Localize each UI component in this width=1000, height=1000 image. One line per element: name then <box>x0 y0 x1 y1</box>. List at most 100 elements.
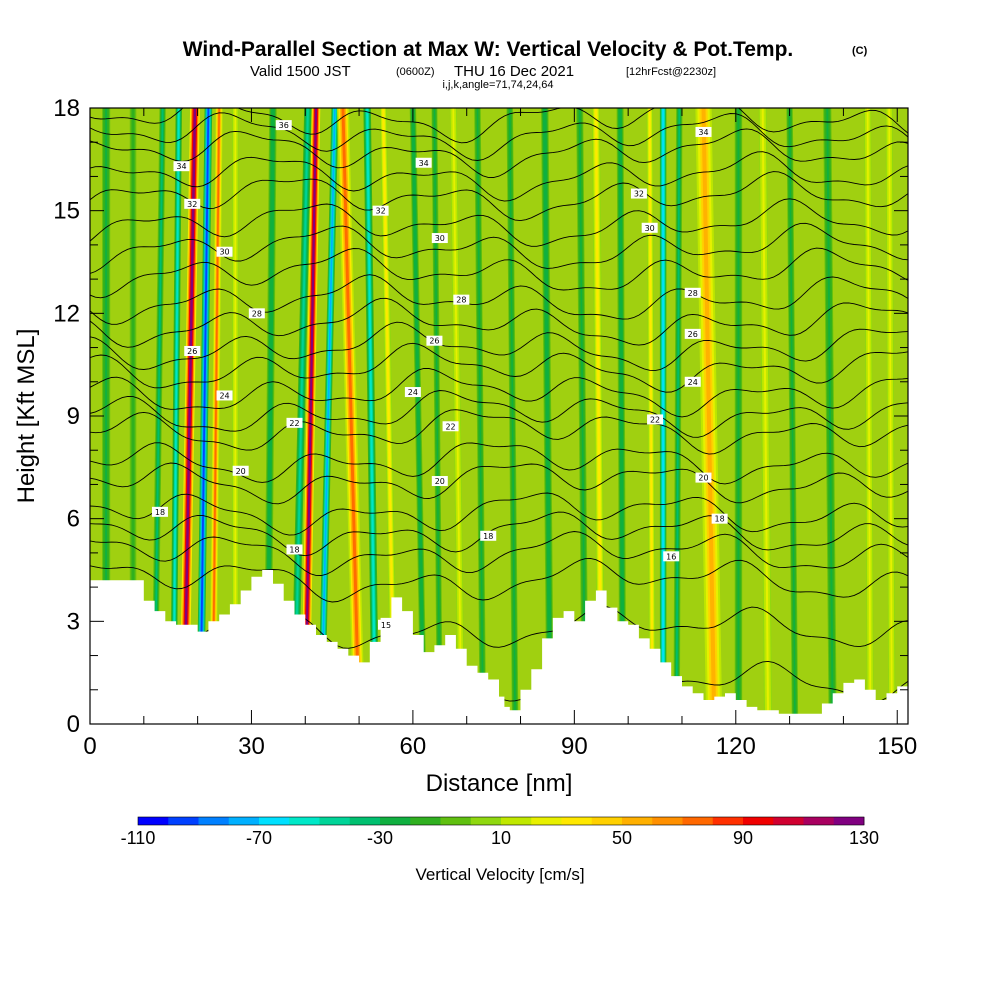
contour-label: 18 <box>715 515 725 524</box>
colorbar-swatch <box>743 817 774 825</box>
contour-label: 20 <box>236 467 246 476</box>
isentrope-line <box>90 442 908 485</box>
velocity-band <box>826 108 834 724</box>
contour-label-box <box>641 222 658 233</box>
colorbar-swatch <box>349 817 381 825</box>
forecast-info: [12hrFcst@2230z] <box>626 66 716 78</box>
contour-label: 24 <box>688 378 698 387</box>
contour-label-box <box>173 161 190 172</box>
contour-label-box <box>684 376 701 387</box>
contour-label-box <box>151 506 168 517</box>
plot-area: 36 34 34 34 32 32 32 30 30 30 28 28 28 26 26 26 24 24 24 22… <box>90 108 908 724</box>
contour-label-box <box>442 421 459 432</box>
velocity-band <box>341 108 361 724</box>
contour-label-box <box>480 530 497 541</box>
grid-indices: i,j,k,angle=71,74,24,64 <box>442 79 553 91</box>
colorbar-swatch <box>410 817 441 825</box>
velocity-band <box>412 108 425 724</box>
contour-label: 34 <box>176 162 186 171</box>
contour-label: 20 <box>698 474 708 483</box>
colorbar-swatch <box>803 817 835 825</box>
valid-utc: (0600Z) <box>396 66 435 78</box>
isentrope-line <box>90 390 908 438</box>
colorbar-swatch <box>531 817 562 825</box>
colorbar-swatch <box>501 817 532 825</box>
x-tick-label: 0 <box>83 733 96 760</box>
velocity-band <box>183 108 197 724</box>
contour-label: 32 <box>634 190 644 199</box>
colorbar-title: Vertical Velocity [cm/s] <box>415 865 584 884</box>
velocity-band <box>594 108 603 724</box>
x-tick-label: 60 <box>400 733 427 760</box>
contour-label: 28 <box>688 289 698 298</box>
velocity-band <box>543 108 552 724</box>
contour-label: 30 <box>645 224 655 233</box>
colorbar <box>137 816 865 826</box>
colorbar-tick-label: -70 <box>246 828 272 848</box>
x-axis-label: Distance [nm] <box>426 770 573 797</box>
x-tick-label: 30 <box>238 733 265 760</box>
contour-label-box <box>684 328 701 339</box>
contour-label-box <box>286 417 303 428</box>
contour-label: 18 <box>483 532 493 541</box>
velocity-band <box>509 108 516 724</box>
colorbar-swatch <box>773 817 804 825</box>
velocity-band <box>153 108 164 724</box>
colorbar-frame <box>137 816 865 826</box>
colorbar-swatch <box>712 817 744 825</box>
velocity-band <box>737 108 740 724</box>
isentrope-line <box>90 171 908 222</box>
isentrope-line <box>90 531 908 576</box>
isentrope-line <box>90 342 908 393</box>
title-mark: (C) <box>852 45 868 57</box>
contour-label: 24 <box>408 388 418 397</box>
contour-label: 36 <box>279 121 289 130</box>
contour-label-box <box>232 465 249 476</box>
contour-label: 26 <box>688 330 698 339</box>
contour-label-box <box>695 472 712 483</box>
contour-label-box <box>431 476 448 487</box>
contour-label-box <box>286 544 303 555</box>
contour-label-box <box>248 308 265 319</box>
velocity-band <box>366 108 377 724</box>
contour-label-box <box>711 513 728 524</box>
y-tick-label: 9 <box>67 403 80 430</box>
contour-label-box <box>647 414 664 425</box>
isentrope-line <box>90 198 908 247</box>
contour-label: 18 <box>155 508 165 517</box>
contour-label-box <box>372 205 389 216</box>
velocity-band <box>320 108 336 724</box>
contour-label-box <box>431 233 448 244</box>
contour-label-box <box>426 335 443 346</box>
colorbar-tick-label: 50 <box>612 828 632 848</box>
contour-label-box <box>415 157 432 168</box>
velocity-band <box>662 108 664 724</box>
contour-label: 34 <box>419 159 429 168</box>
colorbar-swatch <box>259 817 290 825</box>
velocity-band <box>701 108 717 724</box>
colorbar-swatch <box>380 817 411 825</box>
y-tick-label: 6 <box>67 506 80 533</box>
colorbar-swatch <box>682 817 714 825</box>
colorbar-swatch <box>168 817 199 825</box>
colorbar-tick-label: 90 <box>733 828 753 848</box>
contour-label: 30 <box>435 234 445 243</box>
axis-ticks <box>89 107 908 725</box>
colorbar-tick-labels: -110 -70 -30 10 50 90 130 <box>121 828 879 848</box>
isentrope-line <box>90 108 908 144</box>
y-tick-label: 12 <box>53 300 80 327</box>
colorbar-swatch <box>591 817 623 825</box>
velocity-band <box>761 108 770 724</box>
isentrope-line <box>90 511 908 557</box>
y-tick-label: 3 <box>67 608 80 635</box>
isentrope-line <box>90 112 908 161</box>
velocity-band <box>293 108 309 724</box>
contour-label: 34 <box>698 128 708 137</box>
terrain-mask <box>90 570 908 724</box>
contour-label: 32 <box>187 200 197 209</box>
velocity-band <box>433 108 441 724</box>
colorbar-swatch <box>228 817 260 825</box>
isentrope-line <box>90 274 908 325</box>
colorbar-swatch <box>440 817 472 825</box>
colorbar-tick-label: -30 <box>367 828 393 848</box>
